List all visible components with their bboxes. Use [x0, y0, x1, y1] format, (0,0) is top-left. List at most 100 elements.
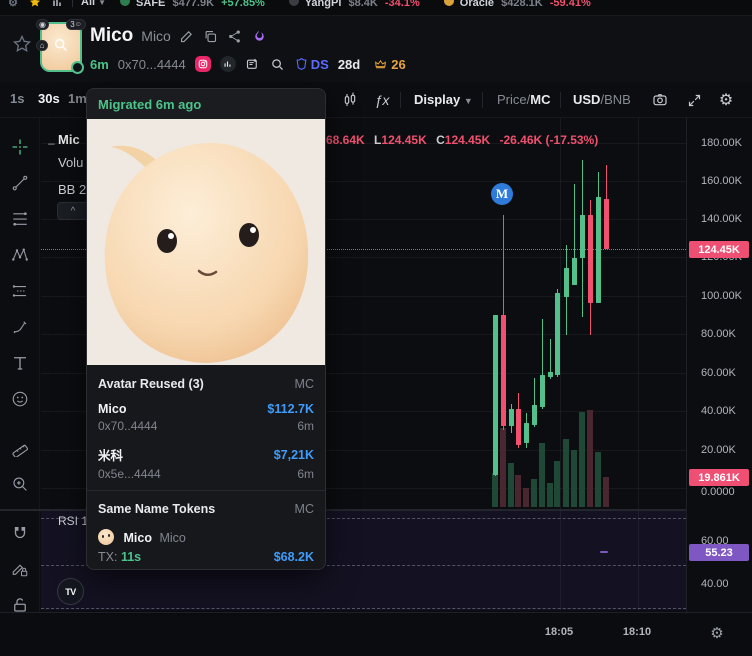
volume-bar: [539, 443, 545, 507]
candle-body: [596, 197, 601, 304]
candle-wick: [542, 318, 543, 410]
display-dropdown[interactable]: Display ▼: [414, 92, 473, 107]
instagram-icon[interactable]: [194, 56, 211, 72]
grid-line-h: [41, 181, 686, 182]
chart-style-icon[interactable]: [340, 90, 360, 110]
timezone-settings-icon[interactable]: ⚙: [710, 625, 724, 642]
rsi-legend[interactable]: RSI 1: [58, 514, 89, 528]
fullscreen-icon[interactable]: [684, 90, 704, 110]
magnet-tool[interactable]: [11, 524, 29, 542]
favorite-star-icon[interactable]: [12, 34, 32, 54]
rsi-level-line: [41, 608, 686, 609]
collapse-legend-button[interactable]: ^: [57, 202, 89, 220]
zoom-in-tool[interactable]: [11, 475, 29, 493]
tradingview-logo[interactable]: TV: [57, 578, 84, 605]
volume-bar: [563, 439, 569, 507]
avatar-count-badge: 3 ☺: [66, 19, 86, 30]
pattern-xabcd-tool[interactable]: [11, 246, 29, 264]
migration-marker[interactable]: M: [491, 183, 513, 205]
edit-lock-tool[interactable]: [11, 560, 29, 578]
memo-icon[interactable]: [245, 56, 261, 72]
ticker-filter-all[interactable]: All ▼: [81, 0, 106, 8]
volume-legend[interactable]: Volu: [58, 155, 84, 170]
volume-bar: [531, 479, 537, 507]
tf-1m-button[interactable]: 1m: [68, 91, 87, 106]
grid-line-h: [41, 488, 686, 489]
reused-token-row[interactable]: 米科 $7,21K 0x5e...4444 6m: [98, 447, 314, 482]
token-dot-icon: [288, 0, 299, 6]
crosshair-tool[interactable]: [11, 138, 29, 156]
drawing-tools-sidebar: [0, 118, 40, 656]
camera-badge-icon: ◉: [36, 19, 49, 30]
trendline-tool[interactable]: [11, 174, 29, 192]
candle-wick: [574, 184, 575, 286]
usd-bnb-toggle[interactable]: USD/BNB: [573, 92, 631, 107]
leaderboard-icon[interactable]: [50, 0, 64, 9]
chart-settings-icon[interactable]: ⚙: [718, 92, 734, 109]
volume-bar: [595, 452, 601, 507]
price-axis-label: 0.0000: [701, 486, 735, 498]
volume-bar: [587, 410, 593, 507]
candle-body: [572, 258, 577, 286]
grid-line-h: [41, 219, 686, 220]
token-avatar[interactable]: ◉ 3 ☺ ⌂: [36, 19, 86, 74]
star-icon[interactable]: [28, 0, 42, 9]
ticker-item[interactable]: SAFE $477.9K +57.85%: [119, 0, 265, 9]
settings-icon[interactable]: ⚙: [8, 0, 18, 9]
grid-line-v: [560, 118, 561, 610]
time-axis-label: 18:05: [544, 626, 574, 638]
crown-count[interactable]: 26: [373, 57, 406, 72]
divider: [400, 92, 401, 108]
camera-icon[interactable]: [650, 90, 670, 110]
candle-body: [555, 293, 560, 375]
copy-icon[interactable]: [203, 28, 219, 44]
ruler-tool[interactable]: [11, 439, 29, 457]
edit-icon[interactable]: [179, 28, 195, 44]
ticker-item[interactable]: Oracle $428.1K -59.41%: [443, 0, 591, 9]
dexscreener-link[interactable]: DS: [295, 57, 329, 72]
legend-dash: –: [48, 136, 55, 150]
volume-bar: [554, 461, 560, 507]
grid-line-h: [41, 296, 686, 297]
volume-bar: [523, 488, 529, 507]
same-name-token-row[interactable]: Mico Mico TX: 11s $68.2K: [98, 529, 314, 564]
candle-wick: [534, 377, 535, 428]
price-axis-label: 160.00K: [701, 175, 742, 187]
share-icon[interactable]: [227, 28, 243, 44]
grid-line-h: [41, 373, 686, 374]
reused-token-row[interactable]: Mico $112.7K 0x70..4444 6m: [98, 402, 314, 433]
divider: [72, 0, 73, 7]
flame-icon[interactable]: [251, 28, 267, 44]
tf-1s-button[interactable]: 1s: [10, 91, 25, 106]
price-axis[interactable]: 180.00K160.00K140.00K120.00K100.00K80.00…: [686, 118, 752, 612]
emoji-tool[interactable]: [11, 390, 29, 408]
price-axis-label: 80.00K: [701, 328, 736, 340]
price-axis-label: 100.00K: [701, 290, 742, 302]
text-tool[interactable]: [11, 354, 29, 372]
time-axis[interactable]: ⚙ 18:05 18:10: [0, 612, 752, 656]
fib-lines-tool[interactable]: [11, 210, 29, 228]
bb-legend[interactable]: BB 2: [58, 182, 87, 197]
search-icon[interactable]: [270, 56, 286, 72]
crown-icon: [375, 59, 387, 68]
lock-tool[interactable]: [11, 596, 29, 614]
token-address[interactable]: 0x70...4444: [117, 56, 186, 72]
platform-badge-icon: [71, 61, 84, 74]
price-mc-toggle[interactable]: Price/MC: [497, 92, 551, 107]
brush-tool[interactable]: [11, 318, 29, 336]
tf-30s-button[interactable]: 30s: [38, 91, 60, 106]
candle-body: [532, 405, 537, 425]
pane-separator[interactable]: [0, 509, 686, 511]
token-avatar-image: [87, 119, 325, 365]
grid-line-h: [41, 143, 686, 144]
candle-body: [501, 314, 506, 426]
symbol-legend[interactable]: Mic: [58, 132, 80, 147]
analytics-site-icon[interactable]: [219, 56, 236, 72]
token-dot-icon: [443, 0, 454, 6]
grid-line-h: [41, 334, 686, 335]
position-tool[interactable]: [11, 282, 29, 300]
ticker-item[interactable]: YangPi $8.4K -34.1%: [288, 0, 420, 9]
volume-bar: [579, 412, 585, 507]
indicators-fx-button[interactable]: ƒx: [374, 92, 390, 108]
